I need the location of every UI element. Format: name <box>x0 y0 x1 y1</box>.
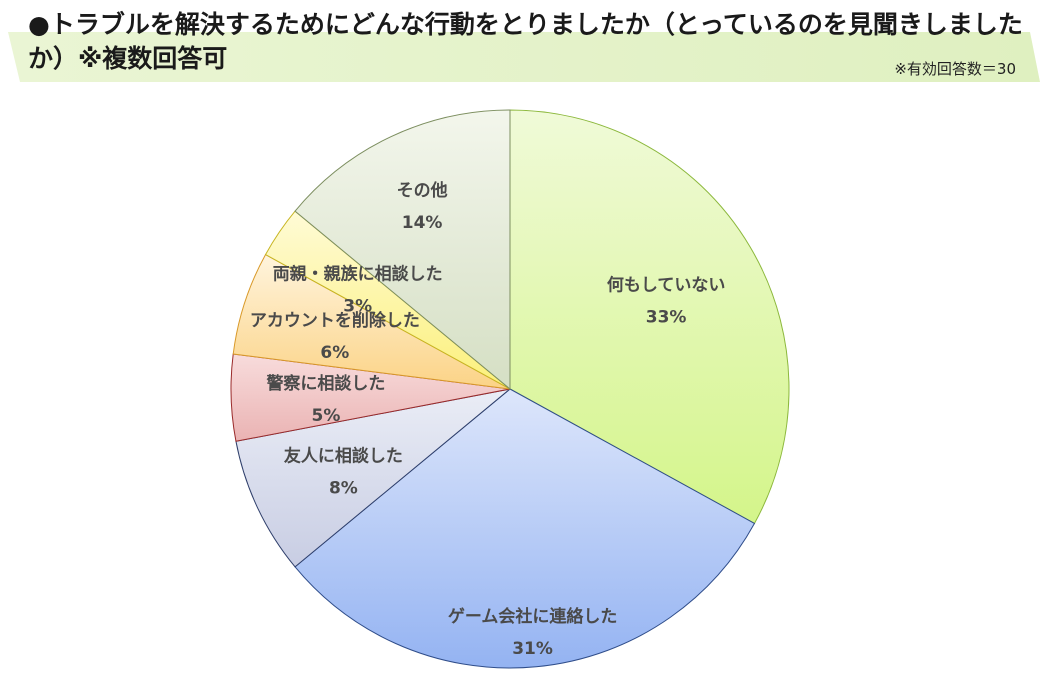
slice-percent-label: 6% <box>320 343 349 363</box>
slice-category-label: ゲーム会社に連絡した <box>448 606 618 627</box>
slice-percent-label: 8% <box>329 478 358 498</box>
slice-category-label: 警察に相談した <box>265 373 385 394</box>
slice-category-label: その他 <box>397 180 448 201</box>
pie-labels: 何もしていない 33% ゲーム会社に連絡した 31% 友人に相談した 8% 警察に相談した 5… <box>250 180 725 659</box>
slice-percent-label: 33% <box>646 308 687 328</box>
pie-slice <box>294 109 511 391</box>
pie-slice <box>294 388 756 669</box>
slice-category-label: 何もしていない <box>607 275 726 296</box>
chart-title: ●トラブルを解決するためにどんな行動をとりましたか（とっているのを見聞きしました… <box>28 10 1023 73</box>
title-background <box>8 32 1040 82</box>
slice-percent-label: 3% <box>343 296 372 316</box>
pie-slices <box>230 109 790 669</box>
slice-percent-label: 31% <box>512 639 553 659</box>
slice-category-label: 両親・親族に相談した <box>273 263 443 284</box>
slice-category-label: 友人に相談した <box>284 445 403 466</box>
slice-category-label: アカウントを削除した <box>250 310 420 331</box>
pie-slice <box>235 388 511 568</box>
respondent-count-note: ※有効回答数＝30 <box>894 60 1016 78</box>
title-band: ●トラブルを解決するためにどんな行動をとりましたか（とっているのを見聞きしました… <box>0 0 1048 90</box>
slice-percent-label: 5% <box>312 406 341 426</box>
slice-percent-label: 14% <box>402 213 443 233</box>
pie-slice <box>509 109 790 525</box>
